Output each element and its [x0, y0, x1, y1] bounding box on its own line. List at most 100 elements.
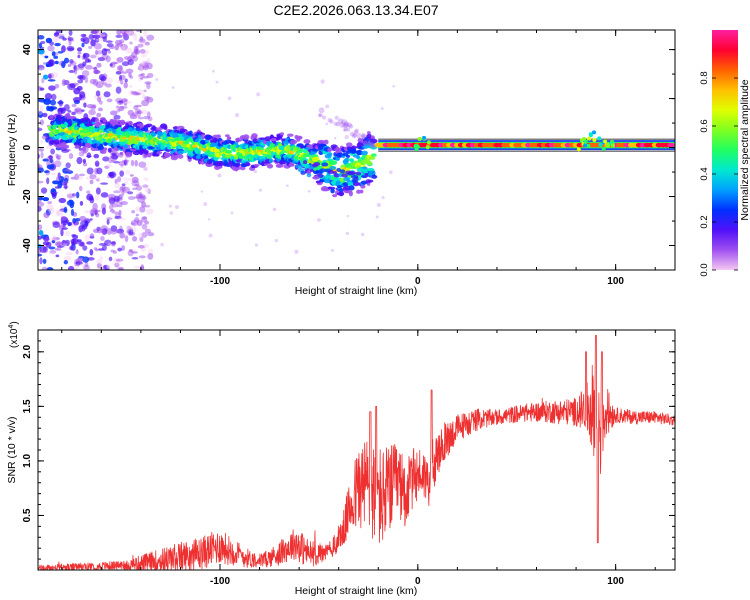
spectrogram-branch-blob: [321, 162, 329, 167]
spectrogram-chirp-blob: [87, 137, 92, 141]
spectrogram-chirp-blob: [239, 166, 246, 171]
spectrogram-noise-dot: [215, 80, 219, 84]
spectrogram-noise-blob: [51, 51, 56, 57]
spectrogram-noise-blob: [76, 156, 83, 165]
spectrogram-noise-blob: [129, 41, 133, 45]
spectrogram-streak-dot: [337, 118, 344, 125]
spectrogram-noise-blob: [71, 238, 75, 246]
spectrogram-chirp-blob: [259, 137, 266, 141]
spectrogram-noise-blob: [39, 87, 45, 91]
spectrogram-noise-blob: [40, 40, 46, 44]
spectrogram-streak-dot: [346, 122, 352, 128]
spectrogram-branch-blob: [313, 162, 321, 167]
spectrogram-branch-blob: [300, 170, 306, 175]
spectrogram-noise-blob: [74, 218, 81, 222]
spectrogram-noise-blob: [62, 242, 68, 248]
spectrogram-noise-blob: [67, 265, 75, 270]
spectrogram-noise-dot: [169, 211, 174, 215]
spectrogram-noise-blob: [38, 167, 44, 173]
spectrogram-noise-blob: [132, 235, 138, 242]
spectrogram-streak-dot: [362, 140, 368, 146]
spectrogram-noise-blob: [55, 209, 61, 217]
spectrogram-noise-blob: [147, 116, 153, 122]
spectrogram-chirp-blob: [213, 156, 219, 161]
spectrogram-noise-blob: [79, 200, 84, 206]
spectrogram-noise-blob: [38, 180, 44, 184]
spectrogram-chirp-blob: [296, 137, 301, 142]
spectrogram-noise-blob: [89, 233, 95, 239]
spectrogram-streak-dot: [333, 121, 338, 126]
spectrogram-noise-blob: [121, 245, 126, 251]
spectrogram-noise-blob: [131, 210, 136, 214]
colorbar-tick-label: 0.2: [699, 215, 710, 228]
spectrogram-noise-blob: [63, 57, 70, 64]
spectrogram-noise-blob: [108, 204, 114, 210]
spectrogram-noise-blob: [48, 105, 55, 112]
spectrogram-streak-dot: [342, 123, 347, 128]
spectrogram-noise-blob: [84, 261, 89, 268]
spectrogram-noise-blob: [46, 203, 54, 212]
spectrogram-noise-blob: [103, 91, 111, 98]
spectrogram-noise-blob: [88, 33, 94, 40]
spectrogram-noise-dot: [217, 173, 222, 178]
spectrogram-noise-blob: [115, 258, 124, 262]
spectrogram-noise-blob: [136, 185, 143, 191]
spectrogram-branch-blob: [371, 174, 378, 179]
spectrogram-noise-dot: [286, 184, 289, 188]
spectrogram-noise-blob: [145, 58, 151, 63]
spectrogram-noise-blob: [63, 180, 69, 185]
spectrogram-noise-blob: [129, 32, 137, 37]
spectrogram-chirp-blob: [216, 134, 221, 139]
spectrogram-noise-blob: [47, 45, 55, 52]
spectrogram-noise-blob: [123, 159, 127, 166]
spectrogram-noise-dot: [160, 242, 164, 247]
spectrogram-noise-blob: [108, 256, 113, 262]
spectrogram-tone-blob: [583, 143, 588, 148]
spectrogram-noise-blob: [143, 115, 151, 120]
spectrogram-noise-blob: [137, 195, 146, 203]
spectrogram-tone-blob: [597, 136, 602, 141]
spectrogram-noise-blob: [58, 33, 65, 40]
spectrogram-noise-blob: [138, 38, 146, 43]
spectrogram-noise-blob: [135, 108, 142, 114]
spectrogram-noise-blob: [55, 30, 63, 34]
spectrogram-chirp-blob: [343, 185, 351, 191]
colorbar-bar: [712, 30, 738, 270]
spectrogram-noise-blob: [67, 63, 72, 68]
spectrogram-noise-blob: [116, 57, 124, 63]
spectrogram-noise-blob: [47, 200, 53, 205]
spectrogram-noise-blob: [145, 208, 154, 215]
spectrogram-noise-blob: [86, 104, 95, 109]
spectrogram-chirp-blob: [167, 146, 172, 150]
spectrogram-chirp-blob: [201, 147, 208, 152]
spectrogram-noise-blob: [116, 228, 125, 234]
spectrogram-noise-blob: [69, 59, 74, 64]
colorbar-tick-label: 0.6: [699, 119, 710, 132]
snr-series-line: [38, 335, 675, 570]
spectrogram-noise-blob: [124, 78, 128, 83]
spectrogram-noise-blob: [106, 98, 113, 103]
spectrogram-noise-blob: [116, 65, 123, 71]
spectrogram-noise-blob: [40, 140, 44, 144]
spectrogram-branch-blob: [302, 160, 308, 165]
spectrogram-noise-blob: [72, 193, 77, 197]
spectrogram-noise-blob: [44, 235, 49, 244]
spectrogram-chirp-blob: [253, 163, 260, 167]
spectrogram-streak-dot: [369, 142, 375, 148]
spectrogram-noise-blob: [99, 256, 104, 261]
spectrogram-branch-blob: [343, 177, 350, 182]
spectrogram-streak-dot: [370, 142, 376, 148]
spectrogram-noise-blob: [86, 241, 94, 245]
spectrogram-noise-blob: [133, 226, 137, 233]
spectrogram-noise-blob: [121, 159, 130, 163]
spectrogram-chirp-blob: [173, 149, 177, 153]
spectrogram-noise-blob: [90, 212, 94, 217]
spectrogram-streak-dot: [353, 129, 358, 134]
spectrogram-noise-blob: [38, 127, 43, 132]
spectrogram-streak-dot: [343, 128, 347, 132]
spectrogram-noise-blob: [123, 82, 128, 89]
spectrogram-noise-blob: [85, 64, 93, 70]
spectrogram-noise-blob: [51, 93, 57, 101]
spectrogram-chirp-blob: [224, 134, 230, 138]
spectrogram-noise-blob: [131, 251, 138, 254]
